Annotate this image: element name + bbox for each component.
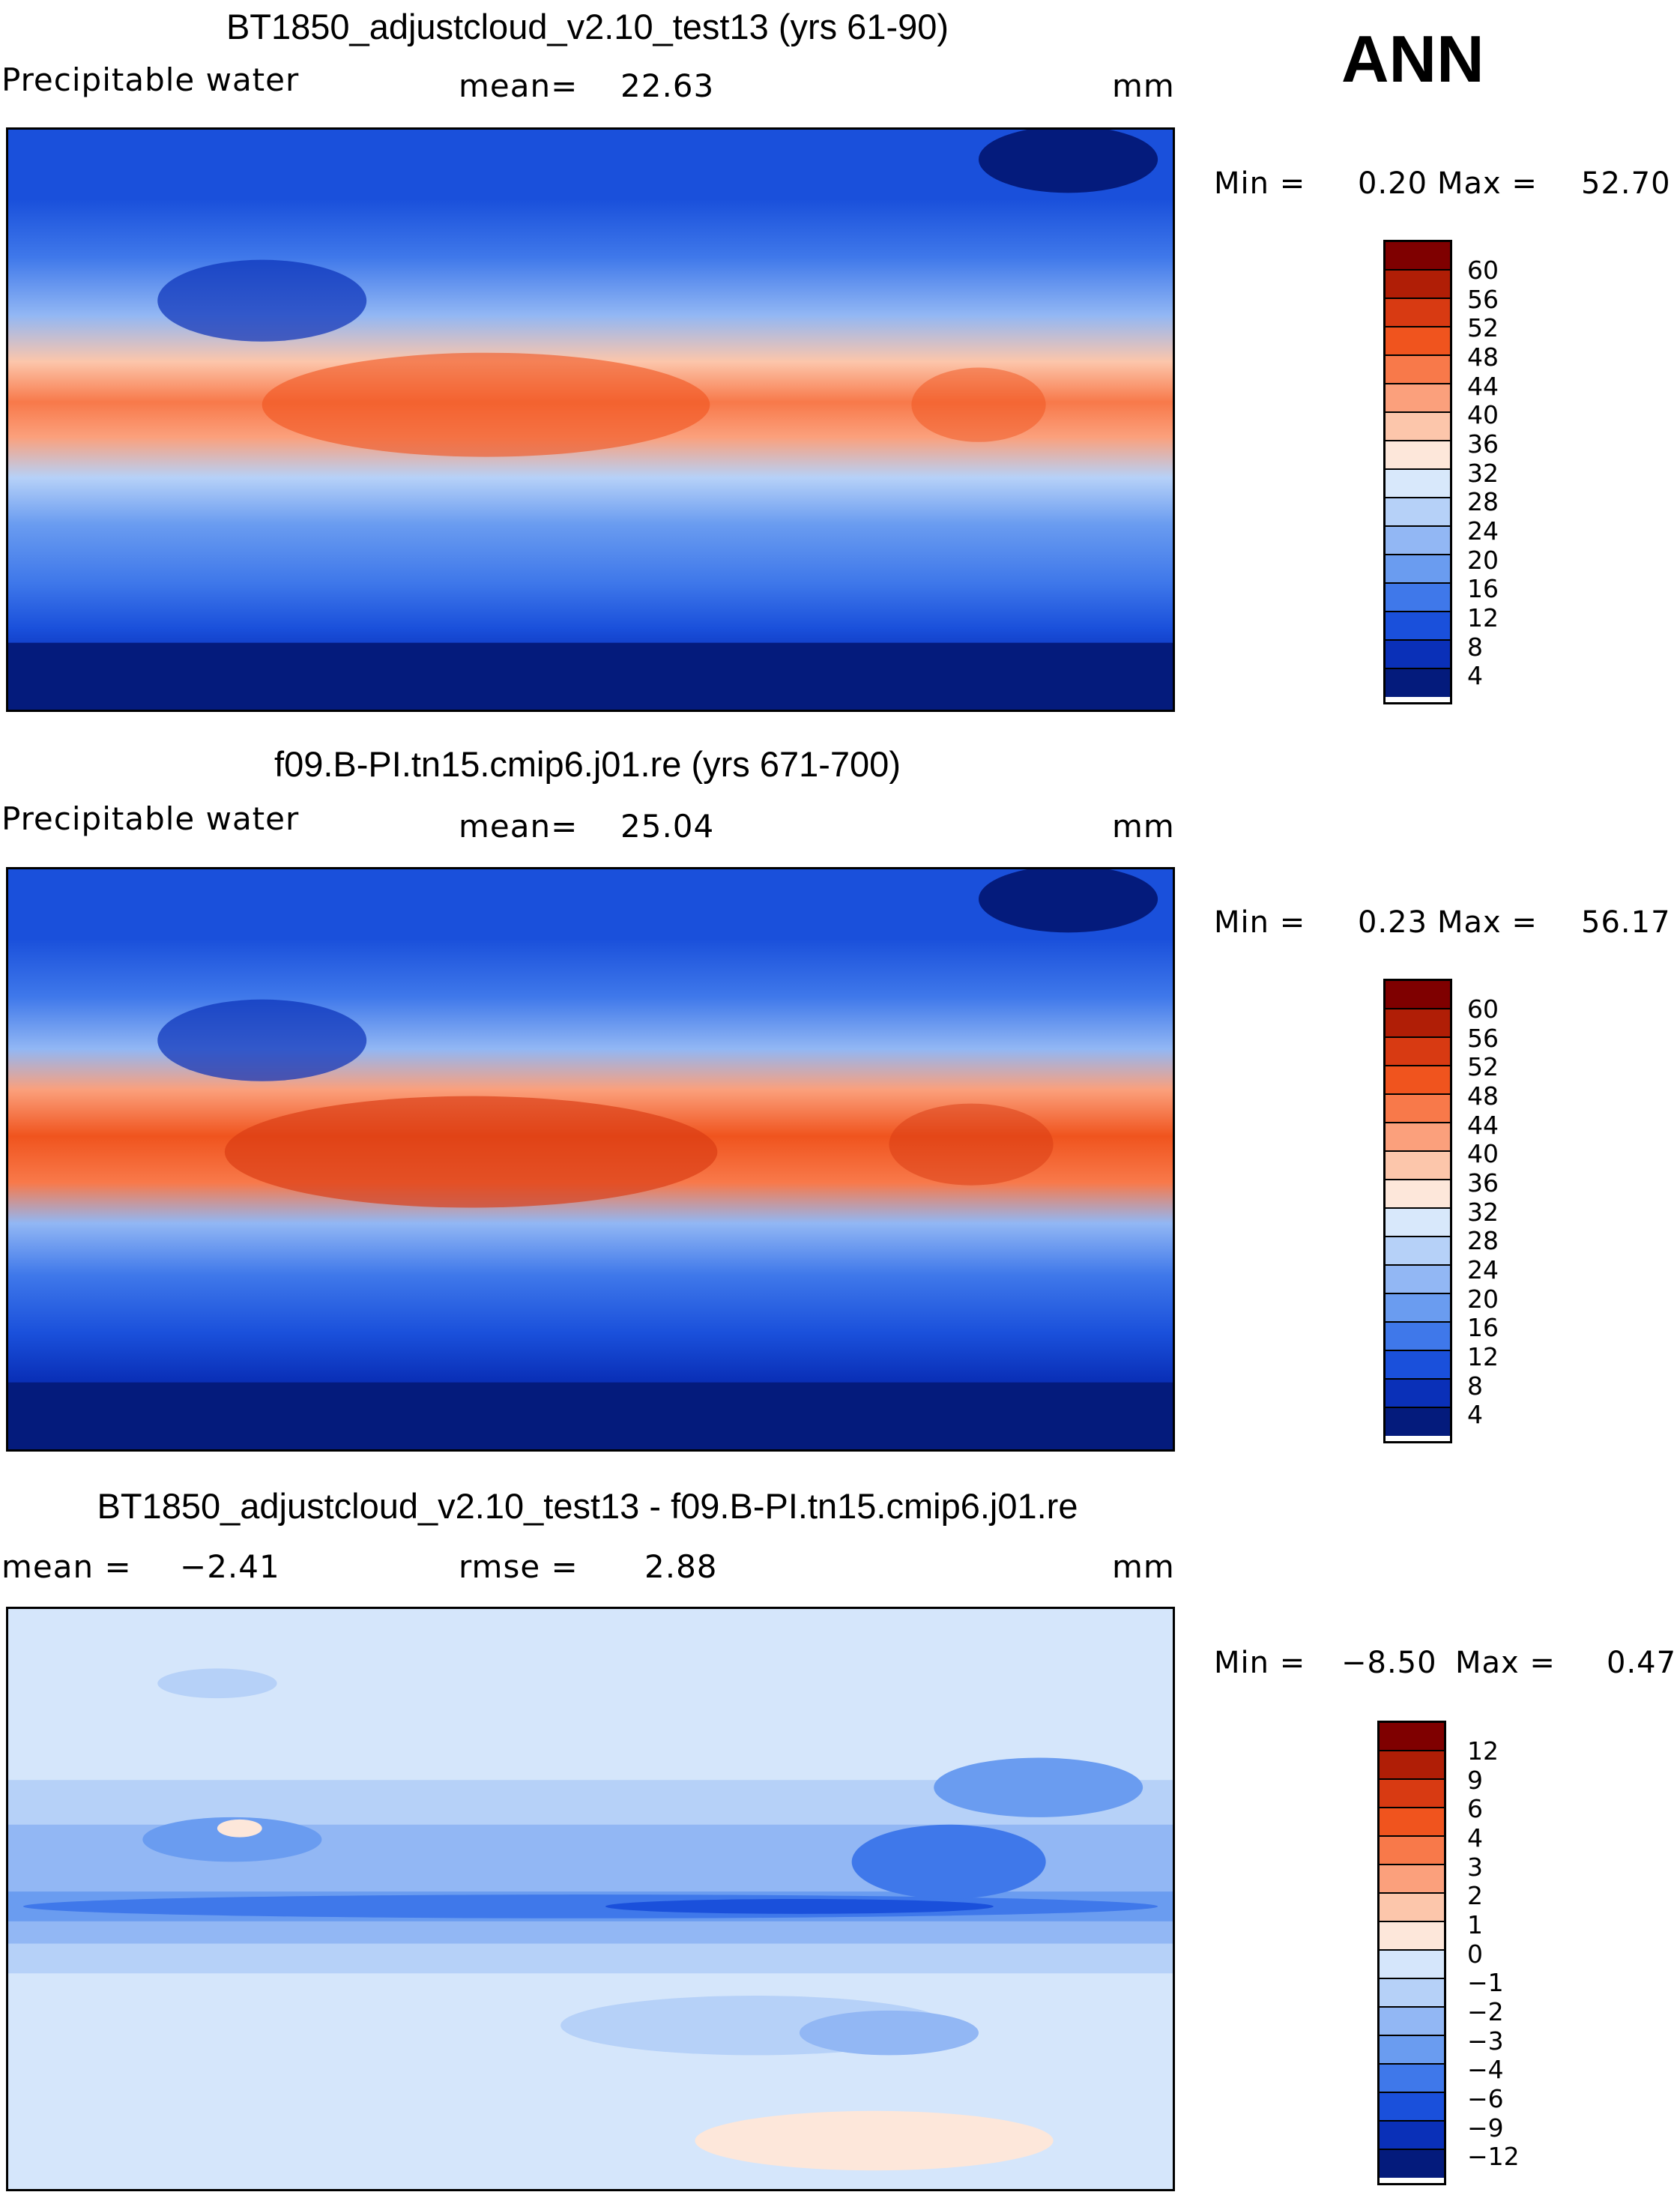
panel2-tick: 52 <box>1467 1052 1499 1081</box>
panel1-mean-value: 22.63 <box>620 67 715 104</box>
panel2-units: mm <box>1112 808 1175 845</box>
panel3-tick: −2 <box>1467 1997 1504 2026</box>
panel3-max-label: Max = <box>1455 1646 1556 1680</box>
panel3-title: BT1850_adjustcloud_v2.10_test13 - f09.B-… <box>97 1486 1078 1526</box>
panel2-tick: 8 <box>1467 1371 1483 1401</box>
panel3-max-value: 0.47 <box>1607 1646 1677 1680</box>
panel1-tick: 12 <box>1467 603 1499 632</box>
panel2-mean-label: mean= <box>459 808 578 845</box>
panel2-tick: 16 <box>1467 1313 1499 1342</box>
panel2-colorbar <box>1383 979 1452 1443</box>
panel3-tick: 1 <box>1467 1910 1483 1939</box>
panel1-map <box>6 127 1175 712</box>
panel1-units: mm <box>1112 67 1175 104</box>
panel3-tick: −4 <box>1467 2055 1504 2084</box>
panel3-tick: 9 <box>1467 1766 1483 1795</box>
panel1-tick: 48 <box>1467 342 1499 372</box>
panel2-min-value: 0.23 <box>1358 905 1428 940</box>
panel1-title: BT1850_adjustcloud_v2.10_test13 (yrs 61-… <box>226 7 949 46</box>
panel3-mean-value: −2.41 <box>180 1548 280 1585</box>
panel3-rmse-label: rmse = <box>459 1548 578 1585</box>
panel1-tick: 32 <box>1467 459 1499 488</box>
panel2-tick: 60 <box>1467 994 1499 1024</box>
panel2-map <box>6 867 1175 1452</box>
panel3-map <box>6 1607 1175 2191</box>
panel1-tick: 8 <box>1467 632 1483 662</box>
panel2-tick: 12 <box>1467 1342 1499 1371</box>
panel3-map-field <box>8 1609 1173 2189</box>
panel3-colorbar <box>1377 1721 1446 2185</box>
panel2-tick: 36 <box>1467 1168 1499 1198</box>
panel1-tick: 4 <box>1467 661 1483 690</box>
panel1-max-value: 52.70 <box>1581 166 1671 201</box>
panel2-tick: 48 <box>1467 1081 1499 1111</box>
panel3-tick: 4 <box>1467 1823 1483 1853</box>
panel3-min-label: Min = <box>1214 1646 1306 1680</box>
panel1-tick: 36 <box>1467 429 1499 459</box>
panel3-tick: −3 <box>1467 2026 1504 2056</box>
panel1-variable: Precipitable water <box>1 61 300 98</box>
panel2-variable: Precipitable water <box>1 800 300 837</box>
panel2-tick: 24 <box>1467 1255 1499 1284</box>
panel1-tick: 16 <box>1467 574 1499 603</box>
panel2-tick: 28 <box>1467 1226 1499 1255</box>
panel1-tick: 24 <box>1467 516 1499 546</box>
panel2-tick: 32 <box>1467 1198 1499 1227</box>
panel2-map-field <box>8 869 1173 1449</box>
panel1-map-field <box>8 130 1173 710</box>
panel2-mean-value: 25.04 <box>620 808 715 845</box>
panel1-tick: 56 <box>1467 285 1499 314</box>
panel3-tick: 3 <box>1467 1853 1483 1882</box>
panel3-tick: 2 <box>1467 1881 1483 1910</box>
panel3-units: mm <box>1112 1548 1175 1585</box>
panel2-tick: 4 <box>1467 1400 1483 1429</box>
panel3-rmse-value: 2.88 <box>644 1548 718 1585</box>
panel1-min-value: 0.20 <box>1358 166 1428 201</box>
panel1-max-label: Max = <box>1437 166 1538 201</box>
panel2-tick: 56 <box>1467 1024 1499 1053</box>
panel1-min-label: Min = <box>1214 166 1306 201</box>
panel3-tick: 12 <box>1467 1736 1499 1766</box>
panel1-mean-label: mean= <box>459 67 578 104</box>
panel2-tick: 44 <box>1467 1111 1499 1140</box>
panel3-tick: −6 <box>1467 2084 1504 2113</box>
panel3-tick: 0 <box>1467 1939 1483 1969</box>
panel1-colorbar <box>1383 240 1452 704</box>
panel1-tick: 40 <box>1467 400 1499 429</box>
panel2-tick: 40 <box>1467 1139 1499 1168</box>
panel2-max-value: 56.17 <box>1581 905 1671 940</box>
panel2-title: f09.B-PI.tn15.cmip6.j01.re (yrs 671-700) <box>274 744 901 784</box>
panel2-tick: 20 <box>1467 1284 1499 1314</box>
season-label: ANN <box>1341 22 1484 96</box>
panel3-tick: 6 <box>1467 1794 1483 1823</box>
panel1-tick: 52 <box>1467 313 1499 342</box>
panel3-tick: −1 <box>1467 1968 1504 1997</box>
panel1-tick: 28 <box>1467 487 1499 516</box>
panel3-mean-label: mean = <box>1 1548 132 1585</box>
panel3-tick: −12 <box>1467 2142 1520 2171</box>
panel2-max-label: Max = <box>1437 905 1538 940</box>
panel1-tick: 60 <box>1467 256 1499 285</box>
panel2-min-label: Min = <box>1214 905 1306 940</box>
panel3-tick: −9 <box>1467 2113 1504 2143</box>
panel1-tick: 20 <box>1467 546 1499 575</box>
panel1-tick: 44 <box>1467 372 1499 401</box>
panel3-min-value: −8.50 <box>1341 1646 1437 1680</box>
